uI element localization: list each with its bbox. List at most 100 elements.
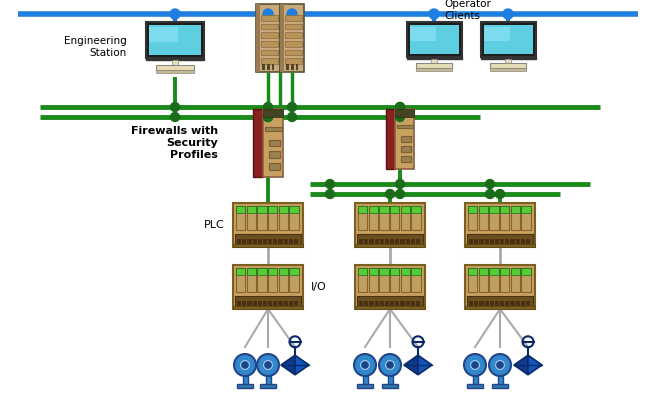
Text: Firewalls with
Security
Profiles: Firewalls with Security Profiles: [131, 126, 218, 160]
Bar: [258, 301, 262, 306]
Polygon shape: [295, 355, 309, 375]
Bar: [233, 265, 303, 309]
Bar: [257, 268, 266, 292]
Bar: [510, 268, 520, 275]
Bar: [489, 239, 494, 244]
Bar: [253, 239, 256, 244]
Bar: [261, 58, 278, 64]
Bar: [279, 206, 288, 213]
Bar: [479, 268, 488, 292]
Bar: [285, 50, 302, 55]
Bar: [285, 15, 302, 21]
Bar: [401, 206, 410, 213]
Bar: [479, 206, 488, 213]
Bar: [526, 239, 530, 244]
Bar: [172, 60, 178, 65]
Bar: [247, 239, 251, 244]
Bar: [379, 206, 388, 230]
Text: PLC: PLC: [204, 220, 225, 230]
Bar: [390, 268, 399, 292]
Bar: [369, 301, 373, 306]
Bar: [465, 244, 535, 247]
Circle shape: [464, 354, 486, 376]
Bar: [416, 68, 452, 71]
Bar: [395, 109, 414, 169]
Circle shape: [287, 9, 297, 19]
Bar: [289, 206, 298, 230]
Bar: [380, 301, 384, 306]
Circle shape: [287, 103, 297, 111]
Bar: [510, 206, 520, 213]
Bar: [261, 15, 278, 21]
Circle shape: [470, 361, 480, 369]
Bar: [258, 239, 262, 244]
Bar: [380, 239, 384, 244]
Circle shape: [171, 113, 180, 121]
Bar: [358, 206, 367, 213]
Bar: [256, 4, 260, 72]
Bar: [146, 22, 204, 58]
Bar: [268, 239, 272, 244]
Bar: [397, 125, 413, 128]
Bar: [369, 268, 378, 275]
Circle shape: [287, 113, 297, 121]
Bar: [156, 70, 194, 73]
Polygon shape: [281, 355, 295, 375]
Bar: [355, 306, 425, 309]
Circle shape: [386, 361, 394, 369]
Bar: [401, 268, 410, 275]
Bar: [479, 206, 488, 230]
Bar: [467, 384, 483, 388]
Bar: [379, 268, 388, 275]
Bar: [495, 301, 499, 306]
Bar: [390, 206, 399, 230]
Circle shape: [495, 361, 504, 369]
Bar: [414, 365, 422, 369]
Circle shape: [361, 361, 369, 369]
Bar: [296, 64, 298, 70]
Bar: [278, 239, 283, 244]
Circle shape: [396, 113, 405, 121]
Bar: [469, 301, 473, 306]
Bar: [291, 64, 294, 70]
Circle shape: [170, 9, 180, 19]
Bar: [359, 239, 363, 244]
Bar: [409, 27, 436, 41]
Bar: [156, 65, 194, 70]
Bar: [235, 296, 301, 307]
Bar: [237, 384, 253, 388]
Bar: [489, 206, 499, 230]
Circle shape: [396, 103, 405, 111]
Bar: [390, 206, 399, 213]
Bar: [283, 301, 288, 306]
Bar: [357, 234, 423, 245]
Bar: [235, 234, 301, 245]
Bar: [285, 33, 302, 38]
Bar: [407, 22, 462, 57]
Bar: [257, 268, 266, 275]
Bar: [465, 203, 535, 247]
Bar: [268, 206, 277, 213]
Bar: [405, 239, 409, 244]
Bar: [416, 63, 452, 68]
Bar: [369, 206, 378, 213]
Bar: [524, 365, 532, 369]
Bar: [522, 206, 531, 230]
Bar: [280, 4, 304, 72]
Bar: [236, 206, 245, 213]
Bar: [405, 301, 409, 306]
Bar: [280, 4, 284, 72]
Bar: [505, 239, 509, 244]
Bar: [510, 268, 520, 292]
Bar: [257, 206, 266, 213]
Bar: [289, 301, 293, 306]
Polygon shape: [418, 355, 432, 375]
Bar: [247, 206, 256, 230]
Bar: [261, 33, 278, 38]
Bar: [505, 301, 509, 306]
Circle shape: [429, 9, 439, 19]
Bar: [467, 296, 533, 307]
Bar: [253, 301, 256, 306]
Bar: [273, 239, 277, 244]
Bar: [358, 206, 367, 230]
